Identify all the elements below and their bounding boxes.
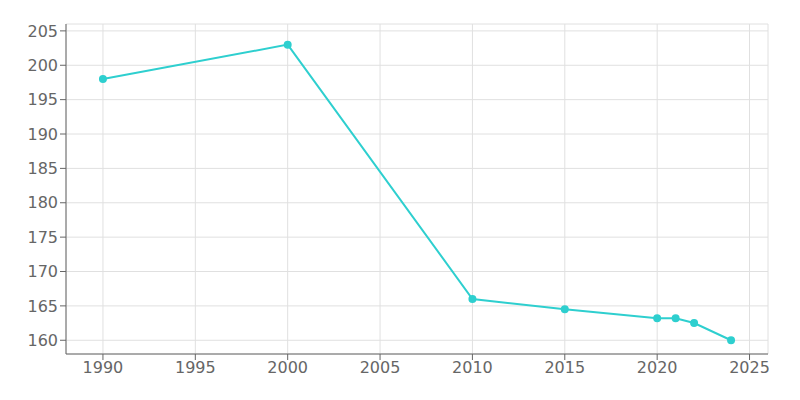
svg-text:205: 205 <box>27 22 58 41</box>
svg-text:175: 175 <box>27 228 58 247</box>
svg-text:180: 180 <box>27 193 58 212</box>
svg-text:200: 200 <box>27 56 58 75</box>
svg-text:170: 170 <box>27 262 58 281</box>
svg-text:2020: 2020 <box>637 358 678 377</box>
svg-text:2000: 2000 <box>267 358 308 377</box>
svg-text:2005: 2005 <box>360 358 401 377</box>
svg-text:195: 195 <box>27 90 58 109</box>
svg-text:165: 165 <box>27 297 58 316</box>
svg-text:1990: 1990 <box>83 358 124 377</box>
svg-text:160: 160 <box>27 331 58 350</box>
svg-text:190: 190 <box>27 125 58 144</box>
svg-text:2025: 2025 <box>729 358 770 377</box>
svg-text:1995: 1995 <box>175 358 216 377</box>
svg-text:2015: 2015 <box>544 358 585 377</box>
svg-text:2010: 2010 <box>452 358 493 377</box>
svg-text:185: 185 <box>27 159 58 178</box>
